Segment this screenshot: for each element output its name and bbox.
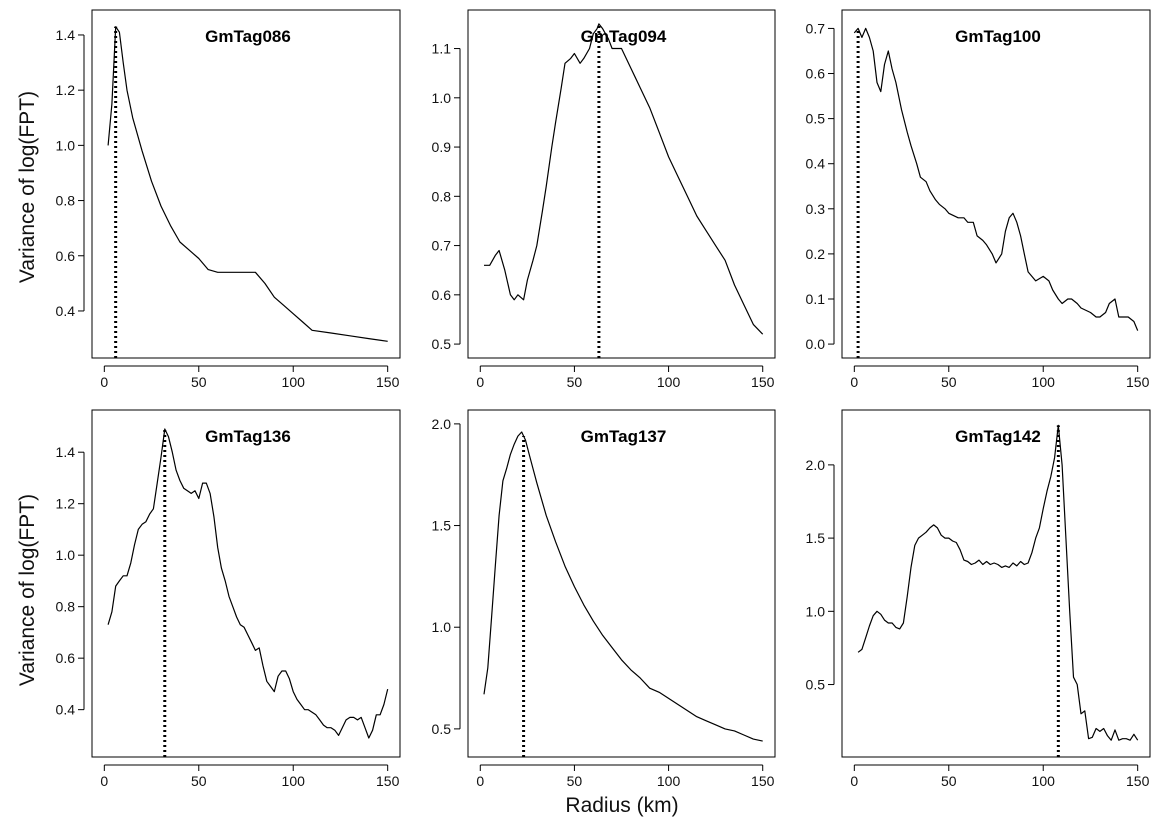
y-tick-label: 1.0 [432,619,452,635]
y-tick-label: 0.6 [56,248,76,264]
y-tick-label: 0.8 [56,599,76,615]
y-tick-label: 0.5 [806,111,826,127]
y-tick-label: 1.0 [56,547,76,563]
x-tick-label: 100 [657,374,681,390]
x-tick-label: 50 [191,773,207,789]
x-tick-label: 150 [751,773,775,789]
x-axis-label: Radius (km) [565,794,678,817]
panel-4: GmTag136 0 50 100 150 0.4 0.6 0.8 1.0 1.2 1.4 [56,409,401,789]
panel-title: GmTag100 [955,27,1041,46]
y-tick-label: 0.9 [432,139,452,155]
x-tick-label: 150 [1126,374,1150,390]
x-tick-label: 0 [850,773,858,789]
y-tick-label: 0.0 [806,336,826,352]
y-axis-label-top: Variance of log(FPT) [16,91,39,283]
x-tick-label: 100 [1032,374,1056,390]
series-line [107,428,389,739]
panel-title: GmTag086 [205,27,291,46]
y-tick-label: 0.5 [432,721,452,737]
y-tick-label: 0.7 [806,20,826,36]
x-tick-label: 0 [476,374,484,390]
x-tick-label: 100 [1032,773,1056,789]
y-tick-label: 2.0 [432,416,452,432]
x-tick-label: 50 [567,374,583,390]
y-tick-label: 1.4 [56,27,76,43]
panel-frame [841,9,1151,359]
x-tick-label: 50 [941,773,957,789]
panel-5: GmTag137 0 50 100 150 0.5 1.0 1.5 2.0 [432,409,776,789]
series-line [483,431,763,742]
panel-frame [841,409,1151,758]
panel-3: GmTag100 0 50 100 150 0.0 0.1 0.2 0.3 0.4 0.5 0.6 0.… [806,9,1151,390]
panel-frame [91,409,401,758]
panel-frame [91,9,401,359]
y-tick-label: 0.2 [806,246,826,262]
y-tick-label: 0.5 [806,677,826,693]
panel-title: GmTag137 [581,427,667,446]
x-tick-label: 50 [191,374,207,390]
x-tick-label: 150 [1126,773,1150,789]
x-tick-label: 0 [476,773,484,789]
y-tick-label: 1.5 [806,530,826,546]
y-tick-label: 0.5 [432,336,452,352]
y-tick-label: 0.3 [806,201,826,217]
y-tick-label: 1.0 [432,90,452,106]
panel-frame [467,409,776,758]
y-tick-label: 0.7 [432,238,452,254]
y-tick-label: 0.4 [806,156,826,172]
y-tick-label: 0.4 [56,303,76,319]
x-tick-label: 150 [751,374,775,390]
x-tick-label: 150 [376,374,400,390]
panel-title: GmTag136 [205,427,291,446]
y-tick-label: 1.2 [56,496,76,512]
series-line [853,27,1139,331]
x-tick-label: 50 [941,374,957,390]
x-tick-label: 0 [850,374,858,390]
x-tick-label: 100 [282,374,306,390]
panel-title: GmTag094 [581,27,667,46]
y-tick-label: 1.1 [432,41,452,57]
y-tick-label: 0.8 [56,193,76,209]
y-tick-label: 0.1 [806,291,826,307]
y-tick-label: 1.0 [806,603,826,619]
panel-title: GmTag142 [955,427,1041,446]
series-line [107,26,388,342]
series-line [484,23,764,335]
panel-frame [467,9,776,359]
y-tick-label: 0.6 [56,650,76,666]
x-tick-label: 50 [567,773,583,789]
panel-1: GmTag086 0 50 100 150 0.4 0.6 0.8 1.0 1.2 1.4 [56,9,401,390]
x-tick-label: 100 [282,773,306,789]
y-tick-label: 1.5 [432,518,452,534]
x-tick-label: 0 [100,773,108,789]
x-tick-label: 150 [376,773,400,789]
y-tick-label: 1.0 [56,137,76,153]
y-tick-label: 0.4 [56,702,76,718]
panel-2: GmTag094 0 50 100 150 0.5 0.6 0.7 0.8 0.9 1.0 1.1 [432,9,776,390]
y-tick-label: 0.6 [806,66,826,82]
x-tick-label: 0 [100,374,108,390]
x-tick-label: 100 [657,773,681,789]
y-tick-label: 0.6 [432,287,452,303]
y-tick-label: 1.2 [56,82,76,98]
panel-6: GmTag142 0 50 100 150 0.5 1.0 1.5 2.0 [806,409,1151,789]
y-tick-label: 2.0 [806,457,826,473]
y-tick-label: 1.4 [56,444,76,460]
series-line [857,424,1139,741]
y-tick-label: 0.8 [432,188,452,204]
y-axis-label-bottom: Variance of log(FPT) [16,494,39,686]
